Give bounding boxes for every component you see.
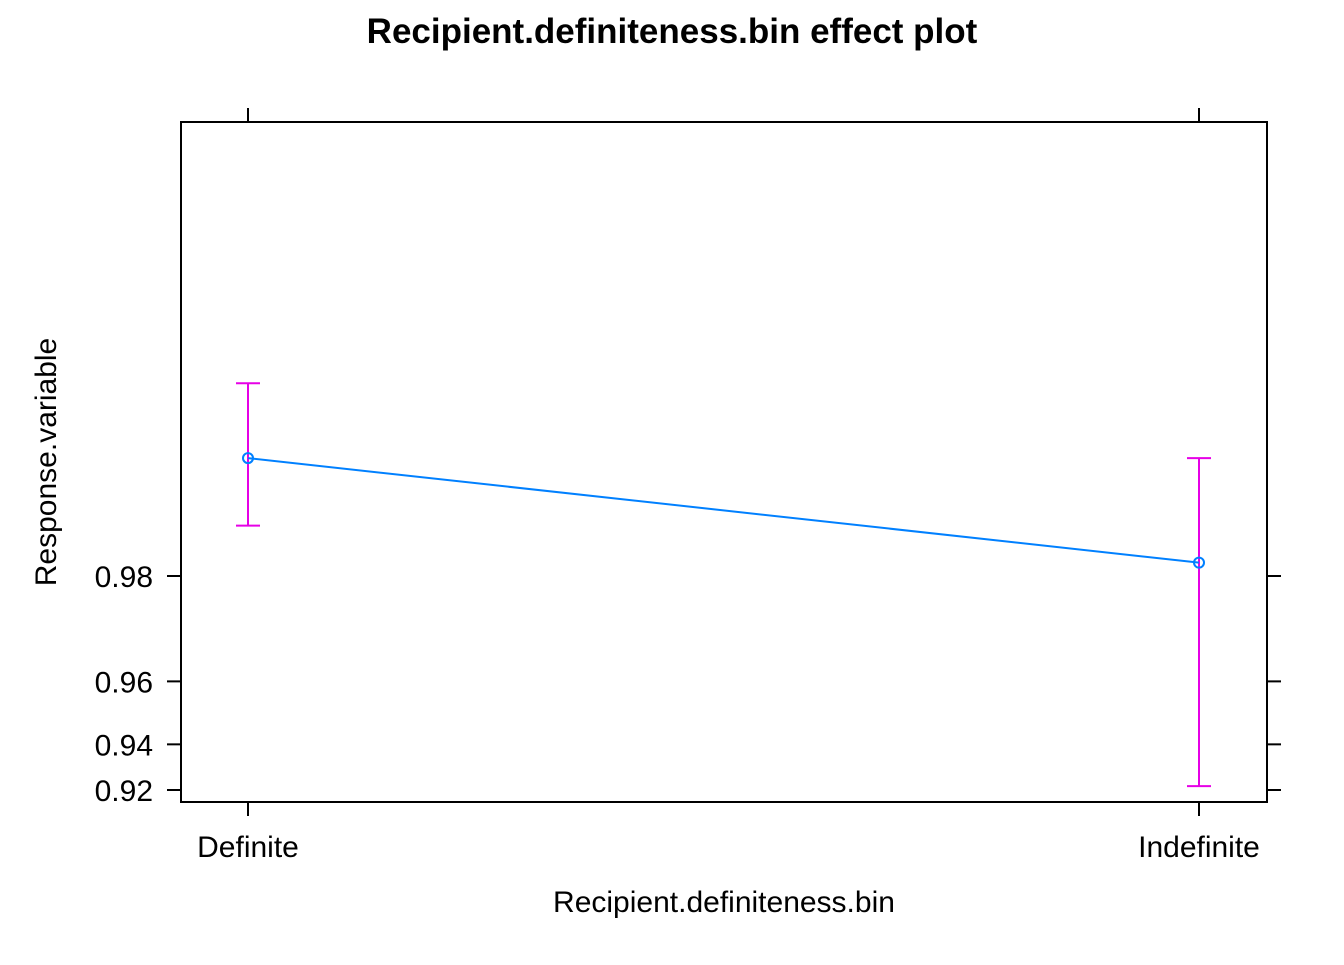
data-point [242,452,254,465]
x-tick-label: Definite [197,831,299,864]
series-layer [236,382,1211,788]
x-axis-label: Recipient.definiteness.bin [553,886,895,919]
y-axis: 0.92 0.94 0.96 0.98 [95,561,1281,808]
x-axis: Definite Indefinite [197,108,1260,864]
y-axis-label: Response.variable [30,338,63,586]
y-tick-label: 0.96 [95,666,153,699]
plot-panel-border [180,121,1268,803]
x-tick-label: Indefinite [1138,831,1260,864]
series-line [247,457,1200,564]
data-point [1193,556,1205,569]
chart-title: Recipient.definiteness.bin effect plot [367,12,978,51]
y-tick-label: 0.98 [95,561,153,594]
y-tick-label: 0.92 [95,775,153,808]
y-tick-label: 0.94 [95,729,153,762]
